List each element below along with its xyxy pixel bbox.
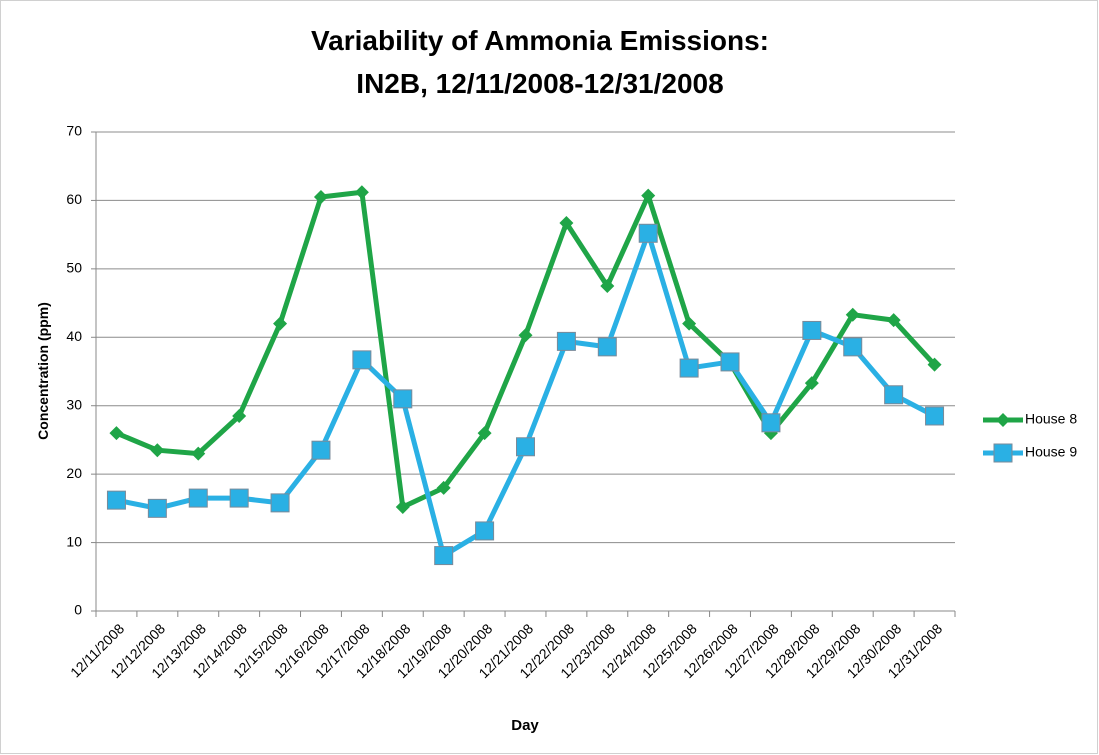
y-tick-label: 30 — [66, 396, 82, 412]
y-tick-label: 10 — [66, 533, 82, 549]
data-point — [884, 385, 904, 405]
legend-label: House 9 — [1025, 444, 1077, 460]
data-point — [761, 413, 781, 433]
data-point — [191, 446, 206, 461]
data-point — [679, 358, 699, 378]
data-point — [229, 488, 249, 508]
y-axis-label: Concentration (ppm) — [35, 302, 51, 440]
data-point — [518, 328, 533, 343]
data-point — [559, 216, 574, 231]
legend-label: House 8 — [1025, 411, 1077, 427]
data-point — [273, 316, 288, 331]
y-tick-label: 70 — [66, 123, 82, 139]
data-point — [188, 488, 208, 508]
y-tick-label: 60 — [66, 191, 82, 207]
data-point — [270, 493, 290, 513]
data-point — [352, 350, 372, 370]
data-point — [886, 313, 901, 328]
data-point — [925, 406, 945, 426]
chart-title: Variability of Ammonia Emissions: — [311, 25, 769, 56]
data-point — [150, 443, 165, 458]
data-point — [927, 357, 942, 372]
data-point — [106, 490, 126, 510]
data-point — [147, 498, 167, 518]
data-point — [477, 426, 492, 441]
y-tick-label: 50 — [66, 260, 82, 276]
y-tick-label: 40 — [66, 328, 82, 344]
data-point — [393, 389, 413, 409]
y-tick-label: 0 — [74, 602, 82, 618]
chart-title: IN2B, 12/11/2008-12/31/2008 — [356, 68, 723, 99]
data-point — [109, 426, 124, 441]
data-point — [313, 190, 328, 205]
data-point — [843, 337, 863, 357]
data-point — [516, 437, 535, 457]
data-point — [845, 307, 860, 322]
data-point — [556, 331, 576, 351]
data-point — [720, 352, 740, 372]
data-point — [802, 320, 822, 340]
data-point — [232, 408, 247, 423]
data-point — [475, 521, 495, 541]
data-point — [804, 376, 819, 391]
data-point — [395, 499, 410, 514]
data-point — [638, 223, 658, 243]
data-point — [597, 337, 617, 357]
legend-marker — [996, 413, 1010, 427]
data-point — [311, 440, 331, 460]
data-point — [682, 316, 697, 331]
data-point — [600, 278, 615, 293]
data-point — [354, 185, 369, 200]
data-point — [434, 546, 454, 566]
data-point — [436, 480, 451, 495]
x-axis-label: Day — [511, 717, 539, 734]
data-point — [641, 188, 656, 203]
legend-marker — [993, 443, 1013, 463]
y-tick-label: 20 — [66, 465, 82, 481]
